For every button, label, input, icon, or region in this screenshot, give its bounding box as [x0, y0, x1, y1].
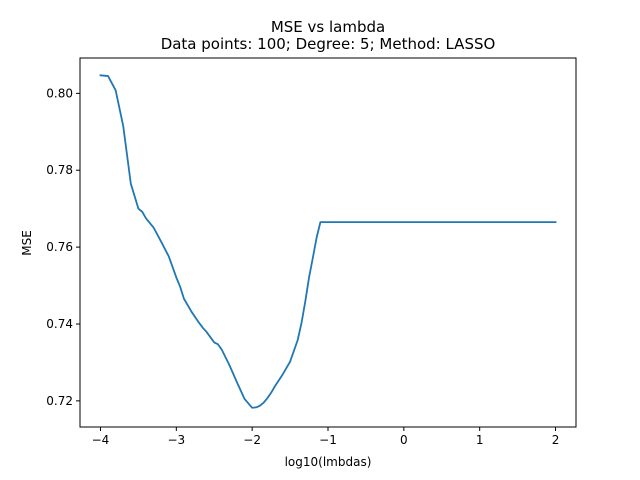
y-tick-label: 0.80 — [46, 86, 73, 100]
x-axis-label: log10(lmbdas) — [285, 455, 372, 469]
chart-subtitle: Data points: 100; Degree: 5; Method: LAS… — [161, 35, 496, 53]
x-axis-ticks: −4 −3 −2 −1 0 1 2 — [92, 427, 560, 447]
y-tick-label: 0.74 — [46, 317, 73, 331]
series-layer — [99, 74, 557, 409]
x-tick-label: −2 — [243, 433, 261, 447]
x-tick-label: 1 — [476, 433, 484, 447]
x-tick-label: −3 — [167, 433, 185, 447]
x-tick-label: −4 — [92, 433, 110, 447]
y-tick-label: 0.72 — [46, 394, 73, 408]
mse-series-line — [99, 74, 557, 409]
y-axis-label: MSE — [20, 230, 34, 256]
x-tick-label: −1 — [319, 433, 337, 447]
x-tick-label: 2 — [552, 433, 560, 447]
x-tick-label: 0 — [400, 433, 408, 447]
plot-area-frame — [79, 57, 577, 428]
y-tick-label: 0.76 — [46, 240, 73, 254]
y-tick-label: 0.78 — [46, 163, 73, 177]
y-axis-ticks: 0.72 0.74 0.76 0.78 0.80 — [46, 86, 80, 408]
chart-title: MSE vs lambda — [271, 18, 385, 36]
